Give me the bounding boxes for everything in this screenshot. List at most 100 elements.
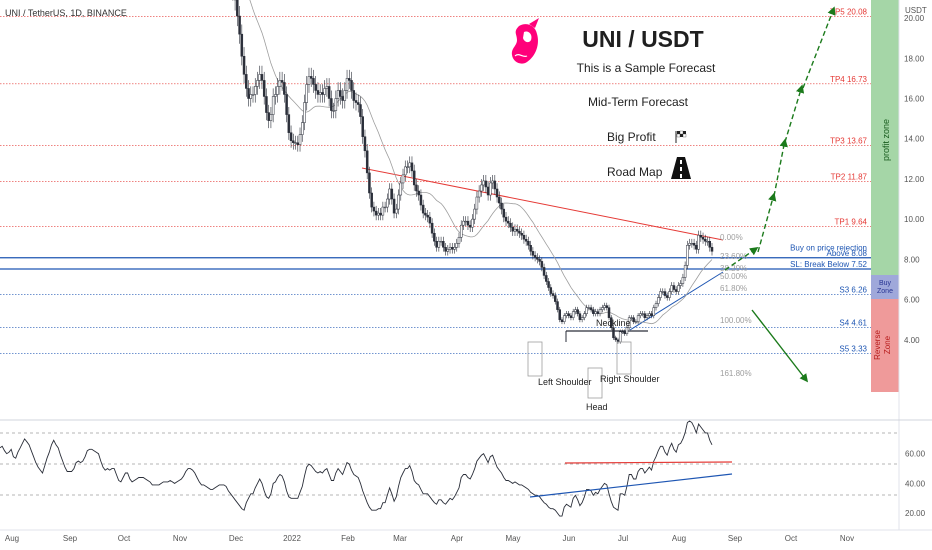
candle [278,71,282,95]
candle [509,218,512,233]
candle [459,220,463,242]
candle [504,212,508,227]
price-tick-label: 14.00 [904,135,925,144]
candle [462,216,465,231]
profit-zone-label: profit zone [881,119,891,161]
candle [368,166,371,199]
candle [253,78,257,103]
support-trendline[interactable] [629,271,724,331]
currency-label: USDT [905,6,927,15]
overlay-title: UNI / USDT [582,26,703,52]
time-tick-label: Jul [618,534,628,543]
reverse-zone [871,299,899,392]
candle [529,240,532,256]
candle [312,69,315,93]
price-tick-label: 4.00 [904,336,920,345]
candle [283,73,286,103]
candle [269,106,273,129]
candle [334,90,338,119]
arrow-up-4 [784,84,805,143]
resistance-trendline[interactable] [361,167,724,241]
candle [583,310,586,321]
candle [271,88,275,123]
candle [654,300,658,311]
fib-label: 61.80% [720,284,747,293]
candle [260,65,264,89]
price-axis[interactable] [899,0,932,530]
candle [406,160,409,174]
time-tick-label: Jun [563,534,576,543]
candle [480,179,483,197]
candle [598,306,602,317]
candle [390,183,394,205]
candle [578,310,582,323]
candle [493,174,497,195]
candle [307,67,311,93]
profit-zone [871,0,899,275]
candle [477,185,481,203]
level-label-buy_rej: Buy on price rejection [790,243,867,252]
candle [580,315,584,323]
candle [359,96,362,125]
candle [614,335,617,342]
candle [632,315,635,325]
candle [327,78,331,107]
rsi-tick-label: 60.00 [905,450,926,459]
candle [672,282,676,293]
candle [524,234,528,246]
rsi-axis-ticks: 60.00 40.00 20.00 [905,450,926,518]
candle [392,193,396,219]
candle [708,236,712,252]
candle [433,228,436,246]
candle [363,129,367,158]
rsi-panel[interactable]: 60.00 40.00 20.00 [0,420,926,518]
candle [554,292,557,305]
candle [699,230,703,242]
candle [536,253,539,264]
candle [500,197,503,215]
candle [415,179,418,197]
candle [609,315,613,331]
candle [556,298,559,313]
candle [679,280,682,289]
candle [280,71,284,91]
candle [251,86,255,103]
left-shoulder-box [527,341,543,377]
candle [399,177,403,201]
symbol-header: UNI / TetherUS, 1D, BINANCE [5,8,127,18]
candle [410,156,414,178]
candle [397,189,400,215]
candle [686,240,689,270]
candle [527,236,530,250]
candle [540,257,544,272]
candle [265,88,268,121]
time-tick-label: Mar [393,534,407,543]
candle [372,201,376,217]
candle [287,106,291,140]
candle [386,193,389,213]
candle [247,80,250,107]
overlay-subtitle: This is a Sample Forecast [577,61,716,75]
candle [383,201,387,213]
price-panel[interactable] [0,0,899,420]
candle [446,245,450,256]
price-tick-label: 12.00 [904,175,925,184]
candle [238,5,241,44]
candle [495,183,499,203]
candle [417,185,420,201]
candle [437,236,441,252]
candle [601,304,604,313]
price-tick-label: 18.00 [904,54,925,63]
level-label-tp5: TP5 20.08 [830,7,867,16]
candle [457,232,461,248]
candle [289,125,293,148]
candle [395,203,398,219]
candle [343,82,347,109]
fib-label: 38.20% [720,264,747,273]
candle [426,209,429,223]
candle [542,263,546,280]
level-label-s5: S5 3.33 [839,344,867,353]
price-tick-label: 8.00 [904,255,920,264]
left-shoulder-label: Left Shoulder [538,377,592,387]
